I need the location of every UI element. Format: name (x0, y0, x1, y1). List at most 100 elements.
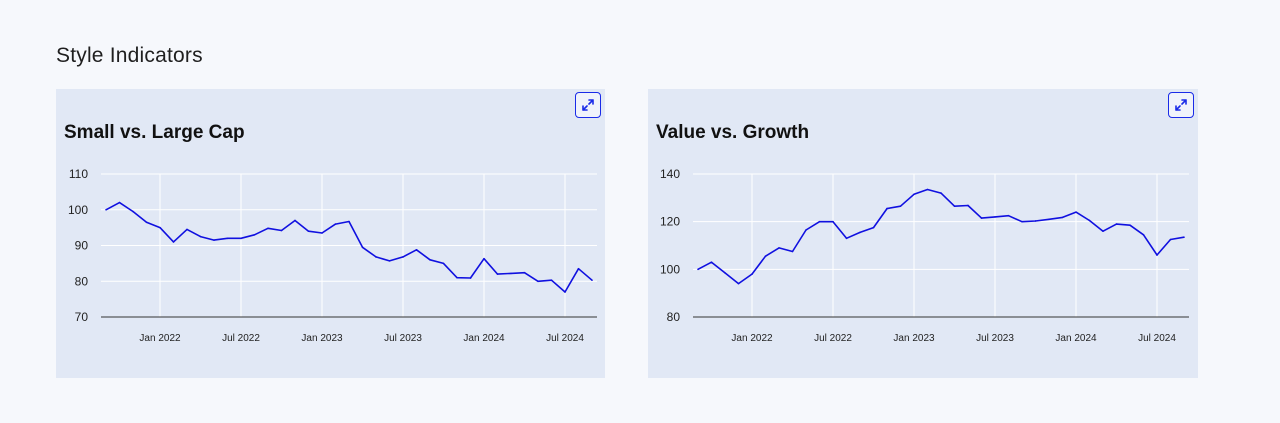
data-point (591, 279, 593, 281)
y-tick-label: 100 (68, 203, 88, 217)
data-point (577, 267, 580, 270)
data-point (1156, 254, 1158, 256)
data-point (415, 248, 418, 251)
expand-button[interactable] (575, 92, 601, 118)
data-point (778, 247, 780, 249)
data-point (1102, 230, 1104, 232)
data-point (564, 291, 566, 293)
data-point (456, 276, 458, 279)
data-point (1088, 219, 1091, 222)
data-point (1061, 216, 1064, 219)
data-point (1142, 233, 1145, 236)
data-point (737, 282, 740, 285)
x-tick-label: Jan 2023 (301, 333, 343, 344)
data-point (483, 257, 485, 260)
data-point (510, 272, 512, 275)
y-tick-label: 90 (75, 239, 89, 253)
data-point (213, 239, 215, 241)
data-point (132, 210, 134, 213)
data-point (240, 237, 242, 240)
x-tick-label: Jul 2023 (976, 333, 1014, 344)
data-point (1183, 236, 1185, 238)
data-point (550, 279, 553, 281)
x-tick-label: Jan 2024 (1055, 333, 1097, 344)
data-point (280, 229, 283, 232)
y-tick-label: 70 (75, 310, 89, 324)
data-point (980, 217, 983, 219)
value-vs-growth-chart: 80 100 120 140 Jan 2022 Jul 2022 Jan 2023 Jul 2… (660, 167, 1189, 344)
data-point (764, 255, 767, 258)
data-point (751, 273, 753, 275)
data-point (859, 231, 861, 234)
data-point (523, 271, 526, 274)
data-point (186, 228, 188, 231)
data-point (845, 237, 848, 240)
x-tick-label: Jul 2023 (384, 333, 422, 344)
data-point (1169, 238, 1172, 241)
data-point (1007, 214, 1010, 217)
data-point (1075, 211, 1077, 213)
data-point (307, 230, 310, 232)
data-point (253, 233, 256, 236)
small-vs-large-cap-chart: 70 80 90 100 110 Jan 2022 Jul 2022 Jan 2023 Jul … (68, 167, 597, 344)
section-title: Style Indicators (56, 44, 203, 67)
data-point (710, 261, 713, 263)
y-tick-label: 80 (667, 310, 681, 324)
data-point (940, 192, 942, 194)
x-tick-label: Jul 2022 (222, 333, 260, 344)
small-vs-large-cap-card: 70 80 90 100 110 Jan 2022 Jul 2022 Jan 2023 Jul … (56, 89, 605, 378)
expand-icon (1175, 99, 1187, 111)
y-tick-label: 140 (660, 167, 680, 181)
y-tick-label: 110 (69, 167, 88, 181)
data-point (791, 250, 794, 253)
data-point (388, 260, 391, 262)
data-point (805, 229, 807, 231)
value-vs-growth-card: 80 100 120 140 Jan 2022 Jul 2022 Jan 2023 Jul 2… (648, 89, 1198, 378)
data-point (402, 256, 404, 258)
data-point (199, 235, 202, 238)
data-point (537, 280, 539, 283)
data-point (226, 237, 229, 240)
data-point (1048, 218, 1050, 221)
data-point (348, 220, 350, 223)
x-tick-label: Jan 2024 (463, 333, 505, 344)
data-point (872, 226, 875, 229)
data-point (1129, 224, 1131, 227)
data-point (1115, 223, 1118, 225)
data-point (375, 256, 377, 258)
expand-icon (582, 99, 594, 111)
data-point (469, 277, 472, 279)
data-point (818, 220, 821, 223)
data-point (832, 220, 834, 223)
data-point (1021, 220, 1023, 223)
y-tick-label: 120 (660, 215, 680, 229)
data-point (172, 241, 175, 243)
data-point (145, 221, 148, 224)
series-line (105, 201, 593, 293)
data-point (267, 227, 269, 230)
chart-title: Value vs. Growth (656, 122, 810, 143)
data-point (913, 193, 915, 196)
data-point (361, 246, 364, 249)
data-point (994, 216, 996, 218)
data-point (1034, 220, 1037, 222)
expand-button[interactable] (1168, 92, 1194, 118)
data-point (926, 188, 929, 191)
data-point (321, 232, 323, 234)
chart-title: Small vs. Large Cap (64, 122, 245, 143)
y-tick-label: 80 (75, 274, 89, 288)
data-point (953, 205, 956, 207)
data-point (334, 223, 337, 225)
data-point (886, 207, 888, 210)
data-point (294, 219, 296, 222)
x-tick-label: Jul 2024 (546, 333, 584, 344)
data-point (967, 204, 969, 207)
x-tick-label: Jan 2023 (893, 333, 935, 344)
y-tick-label: 100 (660, 262, 680, 276)
x-tick-label: Jan 2022 (139, 333, 181, 344)
data-point (724, 272, 726, 274)
data-point (442, 262, 445, 265)
x-tick-label: Jan 2022 (731, 333, 773, 344)
x-tick-label: Jul 2022 (814, 333, 852, 344)
data-point (899, 205, 902, 207)
